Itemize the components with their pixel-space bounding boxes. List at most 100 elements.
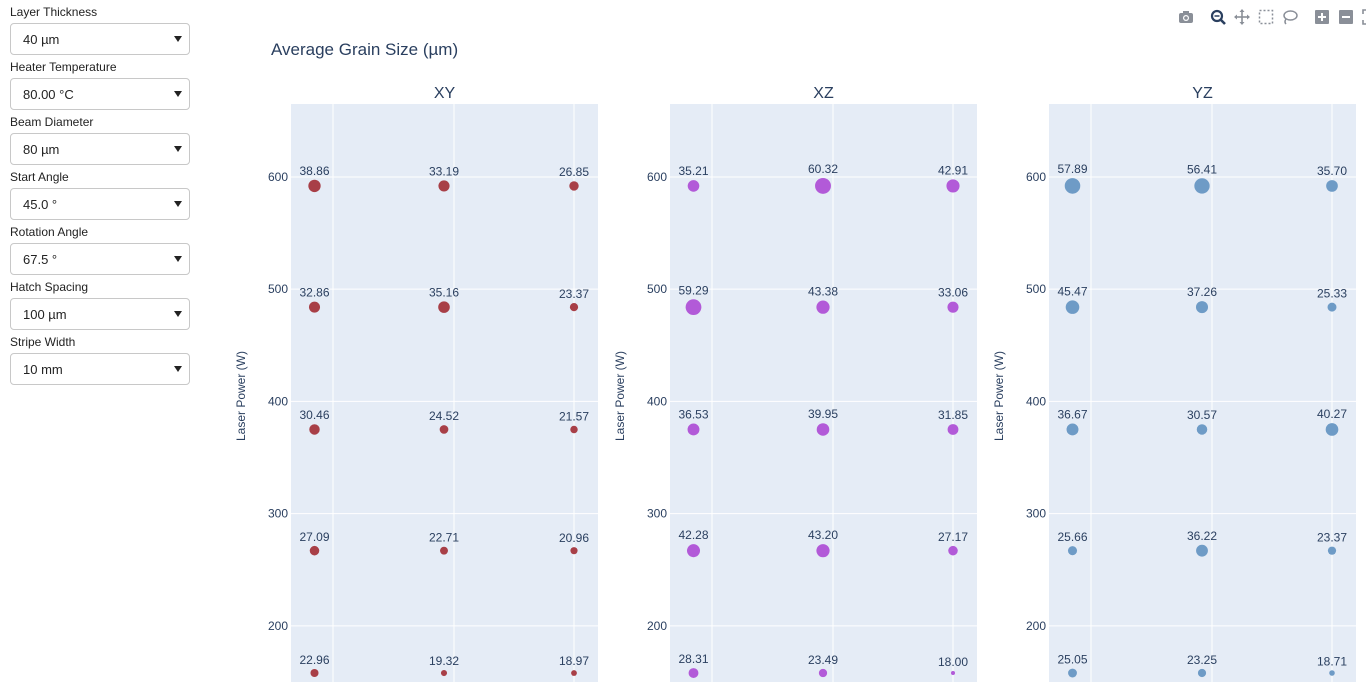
chevron-down-icon xyxy=(174,146,182,152)
data-point[interactable] xyxy=(308,301,321,313)
data-point[interactable] xyxy=(440,669,448,677)
data-label: 18.71 xyxy=(1317,654,1347,668)
zoom-out-icon[interactable] xyxy=(1339,10,1353,24)
data-point[interactable] xyxy=(1067,546,1078,556)
data-point[interactable] xyxy=(818,668,828,678)
data-point[interactable] xyxy=(685,299,702,316)
data-point[interactable] xyxy=(439,425,449,434)
data-label: 42.28 xyxy=(678,528,708,542)
data-point[interactable] xyxy=(816,544,830,558)
heater-temperature-dropdown[interactable]: 80.00 °C xyxy=(10,78,190,110)
y-tick-label: 600 xyxy=(268,170,288,184)
data-point[interactable] xyxy=(1064,178,1081,194)
data-point[interactable] xyxy=(1194,178,1210,194)
data-label: 32.86 xyxy=(299,286,329,300)
data-point[interactable] xyxy=(1329,670,1335,676)
data-point[interactable] xyxy=(1327,302,1337,312)
y-tick-label: 600 xyxy=(647,170,667,184)
data-label: 23.49 xyxy=(808,653,838,667)
y-tick-label: 500 xyxy=(647,282,667,296)
data-label: 36.22 xyxy=(1187,529,1217,543)
y-axis-title: Laser Power (W) xyxy=(992,351,1006,441)
rotation-angle-dropdown[interactable]: 67.5 ° xyxy=(10,243,190,275)
data-label: 26.85 xyxy=(559,165,589,179)
hatch-spacing-dropdown[interactable]: 100 µm xyxy=(10,298,190,330)
rotation-angle-value: 67.5 ° xyxy=(23,251,58,267)
data-label: 38.86 xyxy=(299,164,329,178)
data-point[interactable] xyxy=(687,180,700,192)
autoscale-icon[interactable] xyxy=(1362,9,1366,25)
data-point[interactable] xyxy=(438,180,450,192)
start-angle-value: 45.0 ° xyxy=(23,196,58,212)
box-select-icon[interactable] xyxy=(1258,9,1274,25)
chevron-down-icon xyxy=(174,366,182,372)
zoom-in-icon[interactable] xyxy=(1315,10,1329,24)
data-point[interactable] xyxy=(569,181,579,191)
data-label: 25.66 xyxy=(1057,530,1087,544)
stripe-width-value: 10 mm xyxy=(23,361,63,377)
data-label: 43.20 xyxy=(808,528,838,542)
y-tick-label: 400 xyxy=(268,394,288,408)
data-point[interactable] xyxy=(1195,301,1209,314)
data-label: 36.53 xyxy=(678,408,708,422)
beam-diameter-dropdown[interactable]: 80 µm xyxy=(10,133,190,165)
data-point[interactable] xyxy=(947,424,959,435)
data-point[interactable] xyxy=(816,423,830,436)
data-point[interactable] xyxy=(438,301,450,313)
data-point[interactable] xyxy=(947,301,959,313)
data-label: 28.31 xyxy=(678,652,708,666)
data-point[interactable] xyxy=(946,179,960,193)
chevron-down-icon xyxy=(174,201,182,207)
start-angle-dropdown[interactable]: 45.0 ° xyxy=(10,188,190,220)
zoom-icon[interactable] xyxy=(1210,9,1226,25)
data-point[interactable] xyxy=(1066,423,1079,436)
data-point[interactable] xyxy=(687,423,700,436)
data-label: 30.57 xyxy=(1187,408,1217,422)
heater-temperature-value: 80.00 °C xyxy=(23,86,74,102)
data-point[interactable] xyxy=(309,545,320,556)
data-point[interactable] xyxy=(815,177,831,194)
data-point[interactable] xyxy=(688,668,699,678)
stripe-width-dropdown[interactable]: 10 mm xyxy=(10,353,190,385)
data-point[interactable] xyxy=(310,668,319,678)
lasso-icon[interactable] xyxy=(1283,10,1298,25)
data-point[interactable] xyxy=(1065,300,1080,314)
data-point[interactable] xyxy=(1327,546,1337,555)
y-tick-label: 400 xyxy=(647,394,667,408)
data-label: 27.09 xyxy=(299,530,329,544)
data-label: 35.21 xyxy=(678,164,708,178)
data-point[interactable] xyxy=(1068,668,1077,678)
data-label: 25.05 xyxy=(1057,653,1087,667)
data-point[interactable] xyxy=(570,547,578,555)
data-point[interactable] xyxy=(1196,544,1208,557)
layer-thickness-label: Layer Thickness xyxy=(10,5,98,19)
data-label: 57.89 xyxy=(1057,162,1087,176)
data-point[interactable] xyxy=(951,671,955,676)
data-label: 30.46 xyxy=(299,408,329,422)
data-point[interactable] xyxy=(308,179,321,193)
data-point[interactable] xyxy=(440,546,448,555)
data-point[interactable] xyxy=(570,425,578,434)
data-point[interactable] xyxy=(948,545,958,556)
y-tick-label: 200 xyxy=(647,619,667,633)
data-point[interactable] xyxy=(1196,424,1208,435)
data-point[interactable] xyxy=(569,303,579,312)
layer-thickness-dropdown[interactable]: 40 µm xyxy=(10,23,190,55)
y-tick-label: 400 xyxy=(1026,394,1046,408)
data-label: 36.67 xyxy=(1057,408,1087,422)
data-point[interactable] xyxy=(309,424,320,435)
data-point[interactable] xyxy=(1325,423,1339,436)
data-point[interactable] xyxy=(571,670,577,676)
pan-icon[interactable] xyxy=(1234,9,1250,25)
data-label: 31.85 xyxy=(938,408,968,422)
data-label: 22.96 xyxy=(299,653,329,667)
data-point[interactable] xyxy=(1197,668,1207,678)
data-point[interactable] xyxy=(1326,180,1338,192)
chevron-down-icon xyxy=(174,91,182,97)
data-point[interactable] xyxy=(816,300,830,314)
camera-icon[interactable] xyxy=(1179,11,1193,23)
plot-area xyxy=(1049,104,1356,682)
data-point[interactable] xyxy=(686,544,701,558)
data-label: 18.00 xyxy=(938,655,968,669)
